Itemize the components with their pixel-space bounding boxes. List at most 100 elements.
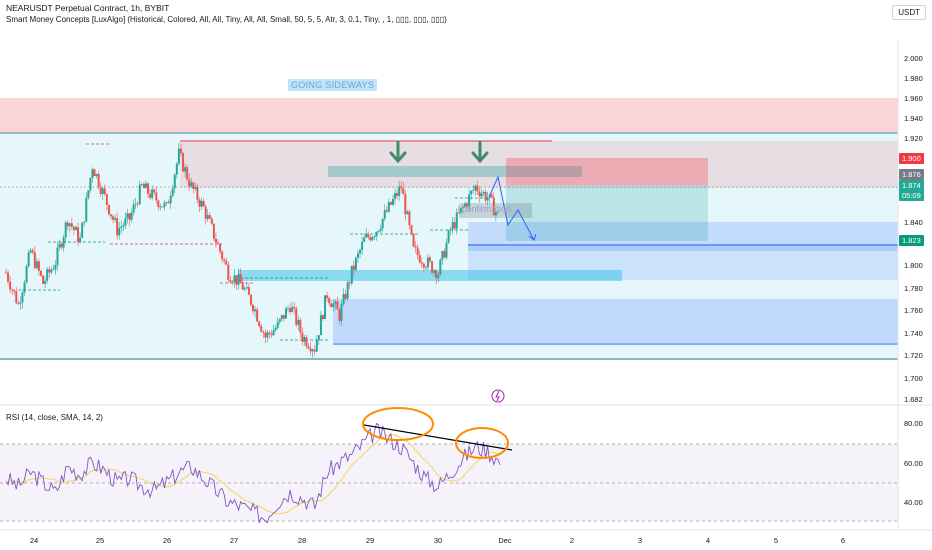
candle-body <box>138 184 141 205</box>
candle-body <box>385 210 388 212</box>
candle-body <box>173 174 176 189</box>
candle-body <box>140 184 143 185</box>
candle-body <box>144 183 147 189</box>
candle-body <box>227 264 230 280</box>
candle-body <box>74 227 77 231</box>
candle-body <box>286 308 289 310</box>
candle-body <box>23 282 26 293</box>
candle-body <box>468 194 471 207</box>
candle-body <box>130 212 133 220</box>
candle-body <box>418 255 421 263</box>
alert-icon[interactable] <box>491 389 505 403</box>
candle-body <box>377 230 380 232</box>
candle-body <box>186 167 189 180</box>
currency-button[interactable]: USDT <box>892 5 926 20</box>
time-tick: 2 <box>570 536 574 545</box>
candle-body <box>276 321 279 328</box>
price-tag: 1.874 <box>899 180 924 191</box>
candlestick-series <box>5 142 499 358</box>
divergence-circle-2 <box>455 427 509 459</box>
candle-body <box>301 332 304 342</box>
candle-body <box>426 257 429 268</box>
candle-body <box>482 191 485 194</box>
time-tick: 28 <box>298 536 306 545</box>
candle-body <box>182 153 185 172</box>
time-tick: 4 <box>706 536 710 545</box>
candle-body <box>396 193 399 197</box>
candle-body <box>35 261 38 269</box>
candle-body <box>373 236 376 238</box>
candle-body <box>46 269 49 281</box>
candle-body <box>492 197 495 216</box>
rsi-line <box>5 422 501 524</box>
rsi-axis[interactable]: 80.00 60.00 40.00 <box>904 419 923 507</box>
price-tick: 1.740 <box>904 329 923 338</box>
candle-body <box>375 231 378 237</box>
candle-body <box>480 193 483 197</box>
candle-body <box>68 223 71 227</box>
price-axis[interactable]: 2.000 1.980 1.960 1.940 1.920 1.840 1.800 1.780… <box>904 54 923 404</box>
indicator-legend[interactable]: Smart Money Concepts [LuxAlgo] (Historic… <box>6 15 447 24</box>
time-axis[interactable]: 24 25 26 27 28 29 30 Dec 2 3 4 5 6 <box>30 536 845 545</box>
candle-body <box>134 203 137 205</box>
candle-body <box>268 332 271 334</box>
candle-body <box>313 349 316 352</box>
candle-body <box>5 272 7 274</box>
down-arrow-icon <box>389 140 407 164</box>
time-tick: 27 <box>230 536 238 545</box>
candle-body <box>402 188 405 195</box>
candle-body <box>177 148 180 164</box>
candle-body <box>116 218 119 236</box>
candle-body <box>404 194 407 215</box>
candle-body <box>179 148 182 154</box>
demand-block-4 <box>238 270 622 281</box>
position-stop <box>506 158 708 185</box>
price-tag: 1.823 <box>899 235 924 246</box>
time-tick: 3 <box>638 536 642 545</box>
candle-body <box>54 265 57 270</box>
candle-body <box>27 252 30 267</box>
candle-body <box>262 331 265 333</box>
candle-body <box>488 194 491 198</box>
candle-body <box>58 243 61 248</box>
order-block-teal <box>328 166 582 177</box>
candle-body <box>328 298 331 304</box>
candle-body <box>464 203 467 207</box>
candle-body <box>77 227 80 242</box>
rsi-legend[interactable]: RSI (14, close, SMA, 14, 2) <box>6 413 103 422</box>
candle-body <box>101 188 104 195</box>
candle-body <box>157 200 160 208</box>
candle-body <box>31 250 34 253</box>
time-tick: 26 <box>163 536 171 545</box>
candle-body <box>89 177 92 191</box>
candle-body <box>52 269 55 271</box>
candle-body <box>87 190 90 198</box>
rsi-tick: 40.00 <box>904 498 923 507</box>
candle-body <box>451 222 454 230</box>
candle-body <box>352 265 355 270</box>
candle-body <box>114 218 117 220</box>
candle-body <box>435 270 438 279</box>
candle-body <box>107 204 110 215</box>
candle-body <box>400 186 403 189</box>
candle-body <box>457 212 460 214</box>
candle-body <box>132 204 135 213</box>
candle-body <box>478 191 481 197</box>
candle-body <box>303 337 306 342</box>
candle-body <box>198 199 201 207</box>
candle-body <box>398 186 401 197</box>
candle-body <box>280 315 283 320</box>
candle-body <box>443 251 446 258</box>
candle-body <box>266 332 269 338</box>
price-tick: 1.940 <box>904 114 923 123</box>
candle-body <box>126 213 129 219</box>
candle-body <box>342 294 345 305</box>
candle-body <box>25 266 28 283</box>
candle-body <box>217 242 220 244</box>
price-tick: 1.682 <box>904 395 923 404</box>
candle-body <box>13 289 16 292</box>
candle-body <box>235 275 238 285</box>
candle-body <box>453 222 456 229</box>
candle-body <box>459 207 462 213</box>
